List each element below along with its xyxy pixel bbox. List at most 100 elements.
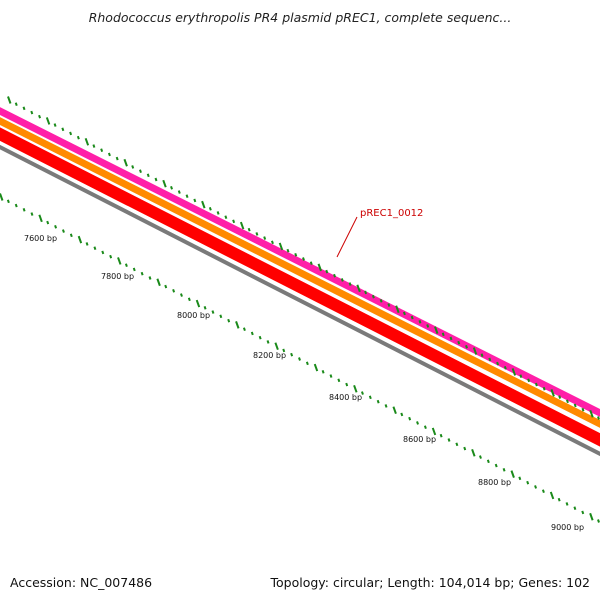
upper-minor-tick: [232, 219, 236, 224]
lower-minor-tick: [203, 306, 207, 310]
lower-minor-tick: [219, 314, 223, 319]
upper-minor-tick: [379, 299, 383, 303]
lower-minor-tick: [46, 220, 50, 225]
upper-minor-tick: [185, 194, 189, 199]
lower-minor-tick: [321, 369, 325, 374]
upper-minor-tick: [139, 169, 142, 173]
lower-minor-tick: [242, 327, 246, 331]
upper-minor-tick: [402, 311, 406, 316]
lower-minor-tick: [439, 433, 443, 438]
upper-minor-tick: [426, 324, 430, 328]
lower-minor-tick: [148, 276, 152, 280]
lower-major-tick: [274, 342, 279, 351]
tick-label-7800: 7800 bp: [101, 272, 134, 281]
lower-major-tick: [431, 427, 437, 436]
lower-minor-tick: [54, 225, 58, 229]
upper-minor-tick: [371, 294, 375, 299]
upper-minor-tick: [216, 211, 220, 215]
upper-minor-tick: [146, 173, 150, 178]
upper-major-tick: [317, 263, 322, 272]
lower-minor-tick: [187, 297, 191, 302]
upper-minor-tick: [364, 290, 368, 295]
lower-minor-tick: [479, 455, 482, 459]
upper-minor-tick: [519, 374, 523, 378]
upper-minor-tick: [480, 353, 484, 358]
lower-minor-tick: [140, 271, 144, 276]
upper-minor-tick: [263, 236, 267, 240]
upper-minor-tick: [107, 152, 111, 157]
tick-label-8400: 8400 bp: [329, 393, 362, 402]
lower-major-tick: [589, 512, 594, 521]
lower-minor-tick: [526, 480, 530, 485]
lower-minor-tick: [597, 519, 600, 523]
lower-minor-tick: [447, 438, 451, 442]
lower-minor-tick: [541, 489, 545, 493]
upper-major-tick: [589, 409, 594, 418]
upper-minor-tick: [255, 232, 259, 236]
upper-minor-tick: [581, 407, 585, 412]
lower-minor-tick: [345, 382, 349, 387]
lower-minor-tick: [250, 331, 254, 336]
upper-minor-tick: [302, 257, 305, 261]
lower-major-tick: [195, 299, 201, 308]
red-track[interactable]: [0, 127, 600, 447]
tick-label-8600: 8600 bp: [403, 435, 436, 444]
tick-label-7600: 7600 bp: [24, 234, 57, 243]
upper-major-tick: [434, 326, 439, 334]
upper-minor-tick: [76, 135, 80, 140]
upper-minor-tick: [286, 248, 290, 253]
lower-minor-tick: [172, 288, 176, 293]
upper-major-tick: [123, 158, 128, 167]
upper-minor-tick: [558, 395, 562, 399]
upper-minor-tick: [542, 386, 546, 391]
lower-minor-tick: [6, 199, 10, 204]
lower-minor-tick: [211, 310, 215, 314]
lower-minor-tick: [282, 348, 286, 353]
upper-minor-tick: [270, 240, 274, 245]
upper-minor-tick: [61, 127, 65, 132]
lower-minor-tick: [305, 361, 309, 366]
upper-minor-tick: [527, 378, 531, 383]
lower-minor-tick: [93, 246, 97, 250]
lower-major-tick: [156, 278, 161, 287]
lower-minor-tick: [494, 463, 498, 468]
lower-minor-tick: [502, 468, 506, 472]
upper-minor-tick: [177, 190, 181, 194]
lower-major-tick: [510, 470, 515, 478]
gene-annotation[interactable]: pREC1_0012: [336, 208, 423, 258]
tick-label-8800: 8800 bp: [478, 478, 511, 487]
upper-minor-tick: [69, 131, 73, 136]
lower-minor-tick: [109, 254, 113, 259]
lower-minor-tick: [124, 263, 128, 268]
lower-minor-tick: [164, 284, 168, 289]
lower-major-tick: [471, 448, 476, 457]
upper-minor-tick: [573, 403, 577, 408]
upper-minor-tick: [503, 365, 507, 370]
lower-tick-row: [0, 193, 600, 523]
lower-major-tick: [353, 385, 358, 393]
lower-minor-tick: [61, 229, 65, 233]
lower-minor-tick: [455, 442, 459, 447]
upper-minor-tick: [131, 165, 135, 169]
pink-track[interactable]: [0, 106, 600, 418]
upper-major-tick: [84, 138, 90, 146]
lower-minor-tick: [534, 485, 538, 489]
lower-major-tick: [549, 491, 555, 500]
orange-track[interactable]: [0, 116, 600, 429]
lower-major-tick: [0, 193, 4, 201]
gene-label[interactable]: pREC1_0012: [360, 208, 423, 219]
upper-major-tick: [7, 96, 12, 104]
upper-minor-tick: [247, 227, 251, 232]
gray-track-outer: [0, 144, 600, 457]
lower-minor-tick: [266, 340, 270, 344]
lower-minor-tick: [258, 335, 262, 340]
upper-minor-tick: [449, 336, 453, 341]
lower-minor-tick: [400, 412, 404, 417]
upper-minor-tick: [534, 382, 538, 387]
upper-minor-tick: [418, 319, 422, 324]
lower-major-tick: [77, 235, 83, 244]
tick-label-9000: 9000 bp: [551, 523, 584, 532]
upper-minor-tick: [154, 177, 158, 182]
lower-minor-tick: [581, 510, 585, 515]
lower-minor-tick: [518, 476, 522, 481]
